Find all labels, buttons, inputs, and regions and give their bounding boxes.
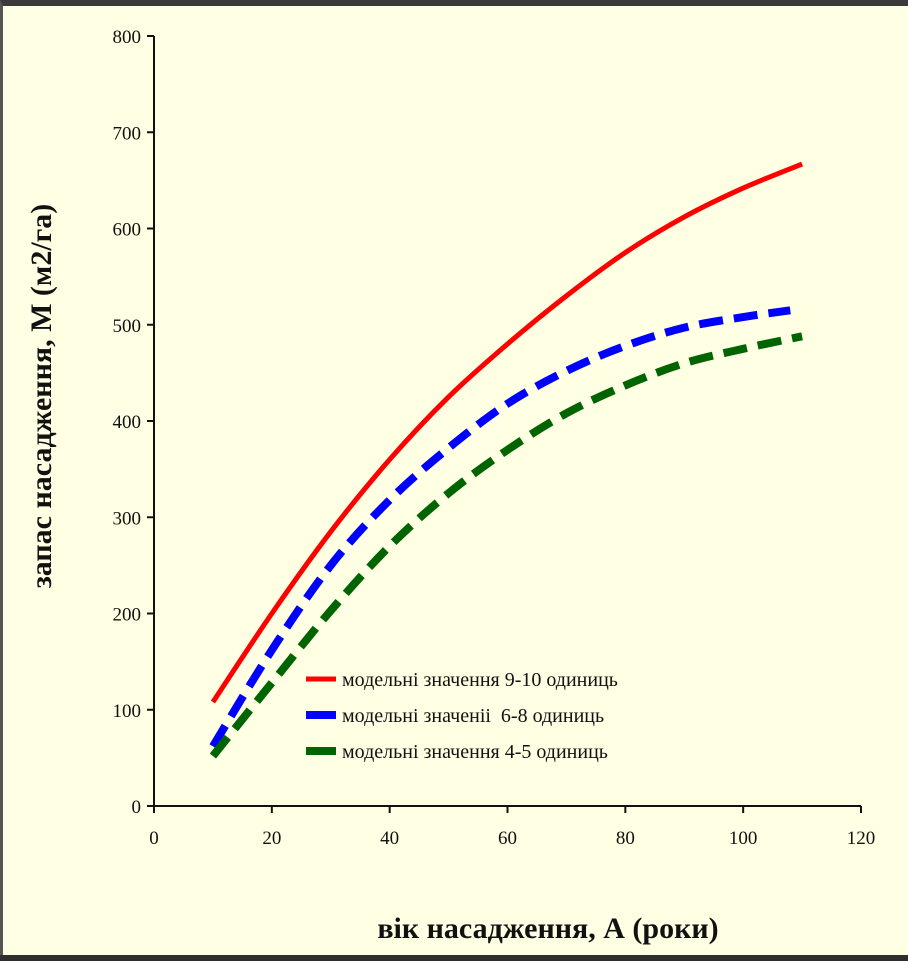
x-tick-label: 80: [616, 828, 635, 849]
series-line: [209, 332, 803, 759]
line-chart: 0 100 200 300 400 500 600 700 800 0 20 40 60 80 100 12…: [25, 27, 875, 945]
y-tick-label: 300: [113, 508, 142, 529]
x-tick-label: 0: [149, 828, 159, 849]
x-tick-label: 100: [729, 828, 758, 849]
y-tick-label: 200: [113, 605, 142, 626]
legend-label: модельні значення 9-10 одиниць: [342, 669, 618, 691]
series-line: [210, 161, 804, 704]
legend: модельні значення 9-10 одиниць модельні з…: [306, 669, 618, 763]
y-tick-label: 100: [113, 701, 142, 722]
y-axis-title: запас насадження, М (м2/га): [25, 204, 58, 589]
x-ticks: 0 20 40 60 80 100 120: [149, 806, 875, 849]
y-tick-label: 400: [113, 412, 142, 433]
series-line: [209, 306, 791, 749]
legend-label: модельні значення 4-5 одиниць: [342, 741, 608, 763]
y-tick-label: 700: [113, 123, 142, 144]
x-tick-label: 20: [262, 828, 281, 849]
x-tick-label: 60: [498, 828, 517, 849]
x-axis-title: вік насадження, А (роки): [377, 912, 718, 945]
y-ticks: 0 100 200 300 400 500 600 700 800: [113, 27, 154, 818]
x-tick-label: 40: [380, 828, 399, 849]
x-tick-label: 120: [847, 828, 876, 849]
series-lines: [209, 161, 804, 759]
y-tick-label: 500: [113, 316, 142, 337]
y-tick-label: 800: [113, 27, 142, 48]
legend-label: модельні значеніі 6-8 одиниць: [342, 705, 604, 727]
y-tick-label: 600: [113, 220, 142, 241]
y-tick-label: 0: [132, 797, 142, 818]
